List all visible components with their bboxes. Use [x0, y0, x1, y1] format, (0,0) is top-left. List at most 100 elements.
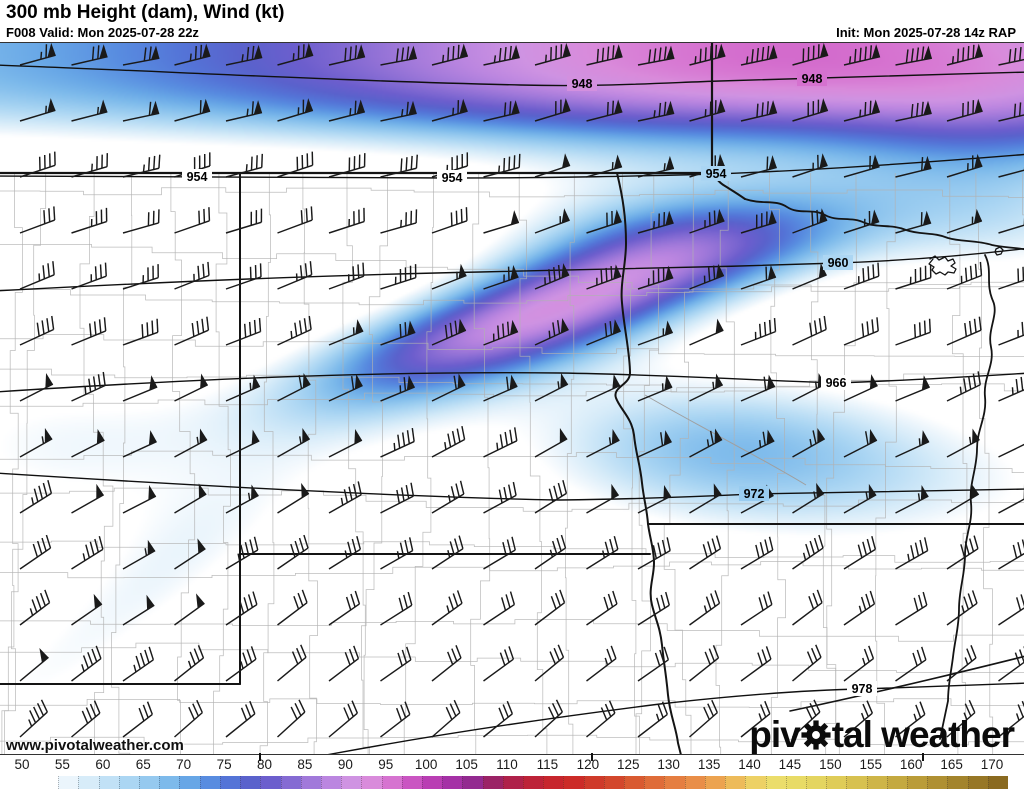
contour-labels-layer: 948 948 954 954 954 960 966 972 978: [182, 71, 877, 696]
colorbar-cell: [603, 776, 625, 789]
wind-barb: [122, 701, 153, 738]
colorbar-cell: [38, 776, 59, 789]
wind-barb: [637, 265, 674, 290]
wind-barb: [740, 591, 773, 626]
valid-time-label: F008 Valid: Mon 2025-07-28 22z: [6, 25, 199, 40]
wind-barb: [71, 593, 103, 626]
wind-barb: [586, 536, 619, 570]
wind-barb: [122, 539, 156, 570]
state-borders-layer: [0, 43, 1024, 754]
wind-barb: [431, 373, 466, 402]
colorbar-tick-label: 90: [337, 757, 353, 772]
wind-barb: [637, 45, 675, 66]
wind-barb: [586, 319, 621, 346]
colorbar-tick-label: 55: [54, 757, 70, 772]
wind-barb: [277, 482, 310, 514]
wind-barb: [174, 593, 205, 626]
wind-barb: [71, 317, 107, 346]
wind-barb: [380, 45, 418, 66]
wind-barb: [277, 261, 313, 290]
logo-text-pre: piv: [749, 714, 800, 755]
wind-barb: [431, 263, 467, 290]
colorbar-cell: [179, 776, 201, 789]
wind-barb: [895, 318, 931, 346]
wind-barb: [225, 208, 263, 234]
wind-barb: [122, 45, 160, 66]
wind-barb: [740, 44, 778, 66]
wind-barb: [586, 429, 620, 458]
wind-barb: [483, 374, 518, 402]
wind-barb: [431, 645, 462, 682]
colorbar-cell: [927, 776, 948, 789]
wind-barb: [19, 534, 52, 570]
contour-label: 978: [852, 682, 873, 696]
wind-barb: [637, 537, 671, 570]
wind-barb: [946, 645, 977, 682]
wind-barb: [946, 208, 983, 234]
wind-barb: [637, 320, 674, 346]
colorbar-cell: [482, 776, 504, 789]
wind-barb: [225, 536, 259, 570]
map-graticule-tick: [591, 753, 593, 761]
wind-barb: [483, 646, 515, 682]
colorbar-tick-label: 170: [980, 757, 1004, 772]
wind-barb: [380, 427, 415, 458]
colorbar-cell: [846, 776, 868, 789]
colorbar-cell: [866, 776, 888, 789]
wind-barb: [843, 374, 878, 402]
wind-barb: [637, 484, 672, 514]
wind-barb: [895, 155, 932, 178]
wind-barb: [637, 210, 674, 234]
colorbar-tick-label: 60: [95, 757, 111, 772]
wind-barb: [225, 374, 261, 402]
wind-barb: [380, 209, 418, 234]
colorbar-cell: [886, 776, 908, 789]
wind-barb: [586, 645, 617, 682]
colorbar-cell: [280, 776, 302, 789]
wind-barb: [122, 646, 155, 682]
wind-barb: [483, 319, 519, 346]
wind-barb: [19, 648, 49, 682]
wind-barb: [998, 376, 1024, 402]
wind-barb: [792, 98, 829, 122]
pivotal-weather-logo: piv tal weather: [749, 714, 1015, 755]
wind-barb: [71, 207, 108, 234]
wind-barb: [174, 373, 209, 402]
wind-barb: [122, 209, 160, 234]
colorbar-cell: [159, 776, 180, 789]
wind-barb: [328, 319, 364, 346]
wind-barb: [122, 154, 161, 178]
colorbar-cell: [320, 776, 342, 789]
colorbar-cell: [421, 776, 443, 789]
colorbar-cell: [199, 776, 221, 789]
wind-barb: [328, 262, 365, 290]
logo-text-post: tal weather: [831, 714, 1015, 755]
wind-barb: [225, 153, 264, 178]
colorbar-cell: [118, 776, 140, 789]
wind-barb: [792, 482, 825, 514]
wind-barb: [946, 535, 979, 570]
wind-barb: [792, 153, 828, 178]
wind-barb: [895, 375, 930, 402]
wind-barb: [792, 534, 824, 570]
wind-barb: [71, 99, 108, 122]
wind-barb: [380, 591, 413, 626]
wind-barb: [431, 318, 467, 346]
wind-barb: [122, 375, 158, 402]
wind-barb: [328, 536, 362, 570]
wind-barb: [328, 590, 361, 626]
wind-barb: [122, 594, 155, 626]
wind-barb: [895, 591, 928, 626]
wind-barb: [19, 206, 56, 234]
colorbar-tick-label: 50: [14, 757, 30, 772]
wind-barb: [534, 372, 569, 402]
wind-barb: [225, 318, 262, 346]
wind-barb: [689, 428, 723, 458]
wind-barb: [895, 100, 932, 122]
wind-barb: [277, 315, 312, 346]
colorbar-cell: [240, 776, 261, 789]
wind-barb: [946, 316, 982, 346]
wind-barb: [225, 429, 260, 458]
wind-barb: [586, 209, 622, 234]
